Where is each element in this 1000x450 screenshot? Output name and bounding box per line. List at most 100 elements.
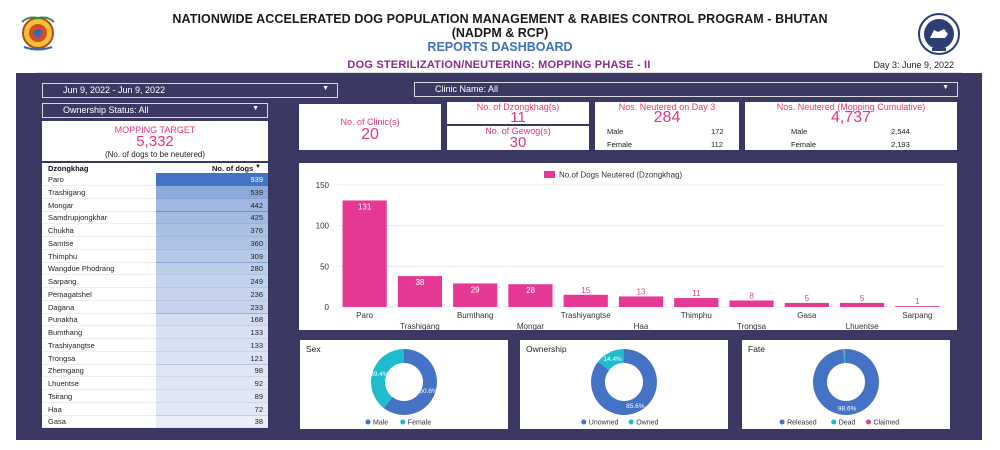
bar[interactable] [839, 302, 885, 307]
bar[interactable] [784, 302, 829, 307]
donut-slice[interactable] [383, 349, 437, 415]
dog-count: 376 [250, 226, 263, 235]
reports-dashboard-title: REPORTS DASHBOARD [427, 40, 573, 54]
dzongkhag-name: Paro [48, 175, 64, 184]
dog-count: 249 [250, 277, 263, 286]
bar-value-label: 5 [805, 294, 810, 303]
clinic-value: Clinic Name: All [435, 84, 499, 94]
header-acronym: (NADPM & RCP) [451, 26, 549, 40]
legend-dot [779, 419, 785, 425]
table-row[interactable]: Trashiyangtse 133 [42, 338, 268, 352]
x-tick-label: Trashiyangtse [561, 311, 612, 320]
table-row[interactable]: Lhuentse 92 [42, 377, 268, 390]
bar[interactable] [563, 294, 608, 307]
ownership-donut-card: Ownership 85.6% 14.4% Unowned Owned [520, 340, 728, 429]
table-row[interactable]: Wangdue Phodrang 280 [42, 262, 268, 276]
clinic-dropdown[interactable]: Clinic Name: All ▼ [414, 82, 958, 97]
bar-value-label: 131 [358, 202, 372, 211]
y-tick-label: 0 [325, 303, 330, 312]
dog-count: 98 [254, 366, 263, 376]
bar[interactable] [895, 306, 940, 307]
value-heat-cell [156, 326, 268, 339]
day-label: Day 3: June 9, 2022 [873, 60, 954, 70]
table-row[interactable]: Mongar 442 [42, 198, 268, 212]
dzongkhag-name: Mongar [48, 200, 74, 210]
y-tick-label: 100 [316, 222, 330, 231]
slice-percent-label: 98.6% [838, 405, 857, 412]
table-row[interactable]: Dagana 233 [42, 300, 268, 314]
dog-count: 168 [250, 315, 263, 325]
col-dzongkhag-header[interactable]: Dzongkhag [48, 164, 89, 173]
header-title: NATIONWIDE ACCELERATED DOG POPULATION MA… [172, 12, 828, 26]
table-row[interactable]: Sarpang 249 [42, 275, 268, 288]
value-heat-cell [156, 313, 268, 327]
table-row[interactable]: Chukha 376 [42, 224, 268, 237]
table-row[interactable]: Gasa 38 [42, 415, 268, 429]
target-note: (No. of dogs to be neutered) [104, 150, 206, 159]
legend-swatch [544, 171, 555, 178]
table-row[interactable]: Samtse 360 [42, 236, 268, 250]
value-heat-cell [156, 275, 268, 288]
value-heat-cell [156, 262, 268, 276]
mopping-target-card: MOPPING TARGET 5,332 (No. of dogs to be … [42, 121, 268, 161]
table-row[interactable]: Bumthang 133 [42, 326, 268, 339]
slice-percent-label: 39.4% [370, 371, 389, 378]
subtitle-bar: DOG STERILIZATION/NEUTERING: MOPPING PHA… [36, 58, 962, 73]
donut-slice[interactable] [371, 349, 404, 408]
ownership-dropdown[interactable]: Ownership Status: All ▼ [42, 103, 268, 118]
bar-chart-card: No.of Dogs Neutered (Dzongkhag) 0 50 100 150… [299, 163, 957, 331]
cumulative-label: Nos. Neutered (Mopping Cumulative) [776, 102, 926, 112]
date-range-dropdown[interactable]: Jun 9, 2022 - Jun 9, 2022 ▼ [42, 83, 338, 98]
dzongkhag-name: Lhuentse [48, 379, 79, 388]
value-heat-cell [156, 249, 268, 263]
dog-count: 38 [254, 417, 263, 427]
donut-slice[interactable] [813, 349, 879, 415]
col-dogs-header[interactable]: No. of dogs [212, 164, 254, 173]
table-row[interactable]: Thimphu 309 [42, 249, 268, 263]
dog-count: 442 [250, 200, 263, 210]
table-row[interactable]: Pemagatshel 236 [42, 287, 268, 301]
legend-dot [831, 419, 837, 425]
donut-slice[interactable] [591, 349, 657, 415]
day3-label: Nos. Neutered on Day 3 [618, 102, 716, 112]
bar[interactable] [453, 283, 498, 307]
bar[interactable] [508, 284, 553, 307]
donut-slice[interactable] [844, 349, 846, 364]
day3-male-value: 172 [711, 127, 724, 136]
dzongkhag-name: Bumthang [48, 328, 83, 337]
bar[interactable] [397, 276, 443, 307]
fate-donut-chart: 98.6% Released Dead Claimed [779, 349, 899, 427]
dog-count: 939 [250, 175, 263, 184]
legend-label: Male [373, 420, 388, 427]
donut-slice[interactable] [598, 349, 624, 371]
legend-label: Unowned [589, 420, 619, 427]
table-row[interactable]: Punakha 168 [42, 313, 268, 327]
bar-value-label: 5 [860, 294, 865, 303]
table-row[interactable]: Paro 939 [42, 173, 268, 186]
sex-donut-card: Sex 60.6% 39.4% Male Female [300, 340, 508, 429]
dog-count: 72 [254, 404, 263, 414]
table-row[interactable]: Haa 72 [42, 402, 268, 416]
bar-value-label: 38 [415, 278, 424, 287]
table-row[interactable]: Trongsa 121 [42, 351, 268, 365]
table-row[interactable]: Samdrupjongkhar 425 [42, 211, 268, 225]
table-row[interactable]: Zhemgang 98 [42, 364, 268, 378]
bar[interactable] [342, 200, 387, 307]
bar[interactable] [618, 296, 664, 307]
table-row[interactable]: Trashigang 539 [42, 185, 268, 199]
y-tick-label: 50 [320, 262, 329, 271]
day3-male-label: Male [607, 127, 624, 136]
value-heat-cell [156, 364, 268, 378]
ownership-value: Ownership Status: All [63, 105, 149, 115]
donut-slice[interactable] [843, 349, 846, 364]
legend-label: Owned [636, 420, 658, 427]
bar[interactable] [674, 298, 719, 307]
slice-percent-label: 85.6% [626, 403, 645, 410]
dzongkhag-name: Gasa [48, 417, 66, 427]
x-tick-label: Paro [356, 311, 373, 320]
bar-value-label: 15 [581, 286, 590, 295]
dzongkhag-label: No. of Dzongkhag(s) [476, 102, 560, 112]
bar[interactable] [729, 300, 774, 307]
table-row[interactable]: Tsirang 89 [42, 389, 268, 403]
sort-down-icon[interactable]: ▼ [255, 164, 261, 170]
